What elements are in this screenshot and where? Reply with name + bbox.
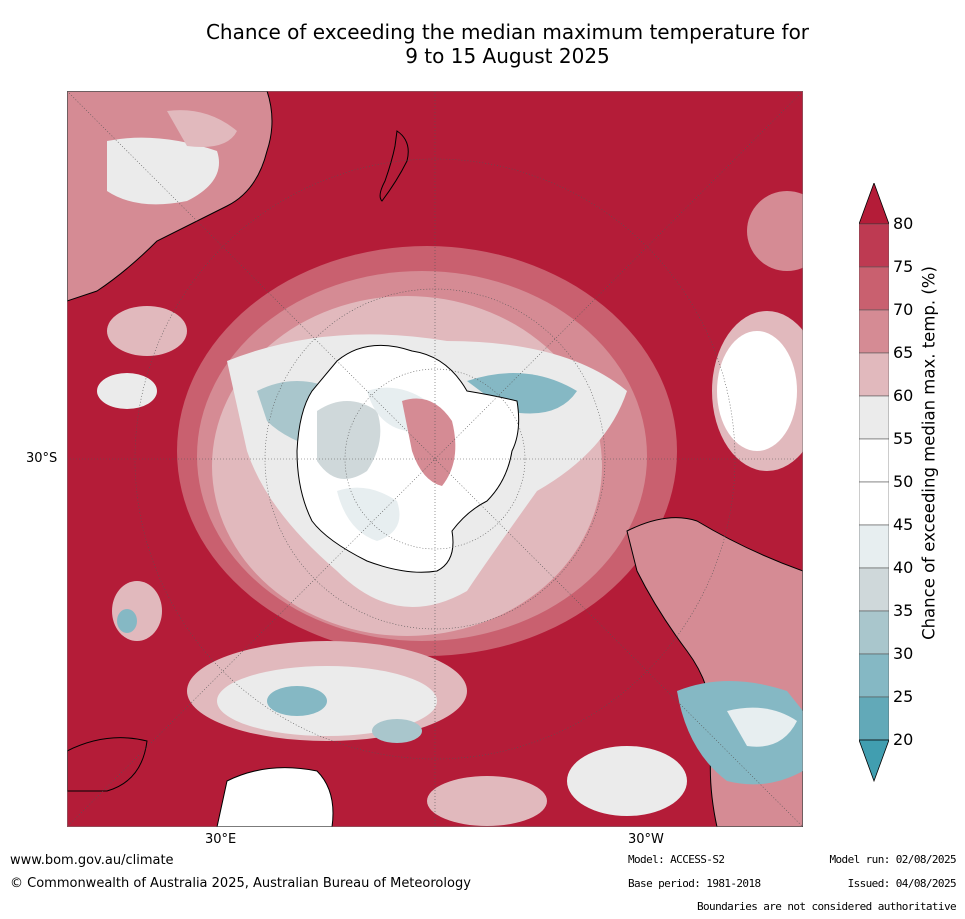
anomaly-patches: [97, 191, 803, 826]
colorbar-tick-label: 35: [893, 601, 914, 620]
graticule: [67, 91, 803, 827]
footer-base-period: Base period: 1981-2018: [628, 877, 761, 890]
colorbar-band: [858, 395, 890, 440]
colorbar-label: Chance of exceeding median max. temp. (%…: [919, 266, 939, 640]
forecast-map: [67, 91, 803, 827]
colorbar-band: [858, 696, 890, 741]
latitude-label-30s: 30°S: [26, 451, 58, 466]
new-zealand: [379, 130, 409, 202]
colorbar-tick-label: 65: [893, 343, 914, 362]
colorbar: [858, 181, 890, 783]
colorbar-tick-label: 60: [893, 386, 914, 405]
africa: [67, 737, 334, 827]
colorbar-tick-label: 80: [893, 214, 914, 233]
colorbar-band: [858, 524, 890, 569]
footer-issued: Issued: 04/08/2025: [847, 877, 957, 890]
colorbar-band: [858, 567, 890, 612]
footer-model: Model: ACCESS-S2: [628, 853, 725, 866]
footer-model-run: Model run: 02/08/2025: [829, 853, 957, 866]
colorbar-band: [858, 653, 890, 698]
longitude-label-30e: 30°E: [205, 832, 237, 847]
colorbar-band: [858, 266, 890, 311]
footer-disclaimer: Boundaries are not considered authoritat…: [697, 900, 957, 913]
colorbar-band: [858, 481, 890, 526]
colorbar-band: [858, 223, 890, 268]
colorbar-tick-label: 40: [893, 558, 914, 577]
title-line-1: Chance of exceeding the median maximum t…: [205, 20, 810, 44]
australia: [67, 91, 273, 302]
colorbar-tick-label: 25: [893, 687, 914, 706]
colorbar-tick-label: 75: [893, 257, 914, 276]
colorbar-tick-label: 20: [893, 730, 914, 749]
map-title: Chance of exceeding the median maximum t…: [140, 20, 875, 68]
longitude-label-30w: 30°W: [628, 832, 664, 847]
colorbar-band: [858, 352, 890, 397]
antarctica: [296, 344, 520, 573]
colorbar-tick-label: 30: [893, 644, 914, 663]
colorbar-tick-label: 50: [893, 472, 914, 491]
colorbar-tick-label: 55: [893, 429, 914, 448]
footer-copyright: © Commonwealth of Australia 2025, Austra…: [10, 876, 471, 891]
south-america: [626, 517, 803, 827]
footer-url[interactable]: www.bom.gov.au/climate: [10, 853, 174, 868]
title-line-2: 9 to 15 August 2025: [405, 44, 610, 68]
colorbar-band: [858, 438, 890, 483]
colorbar-band: [858, 309, 890, 354]
colorbar-extend-bottom: [858, 739, 890, 783]
colorbar-extend-top: [858, 181, 890, 225]
colorbar-tick-label: 70: [893, 300, 914, 319]
colorbar-band: [858, 610, 890, 655]
colorbar-tick-label: 45: [893, 515, 914, 534]
